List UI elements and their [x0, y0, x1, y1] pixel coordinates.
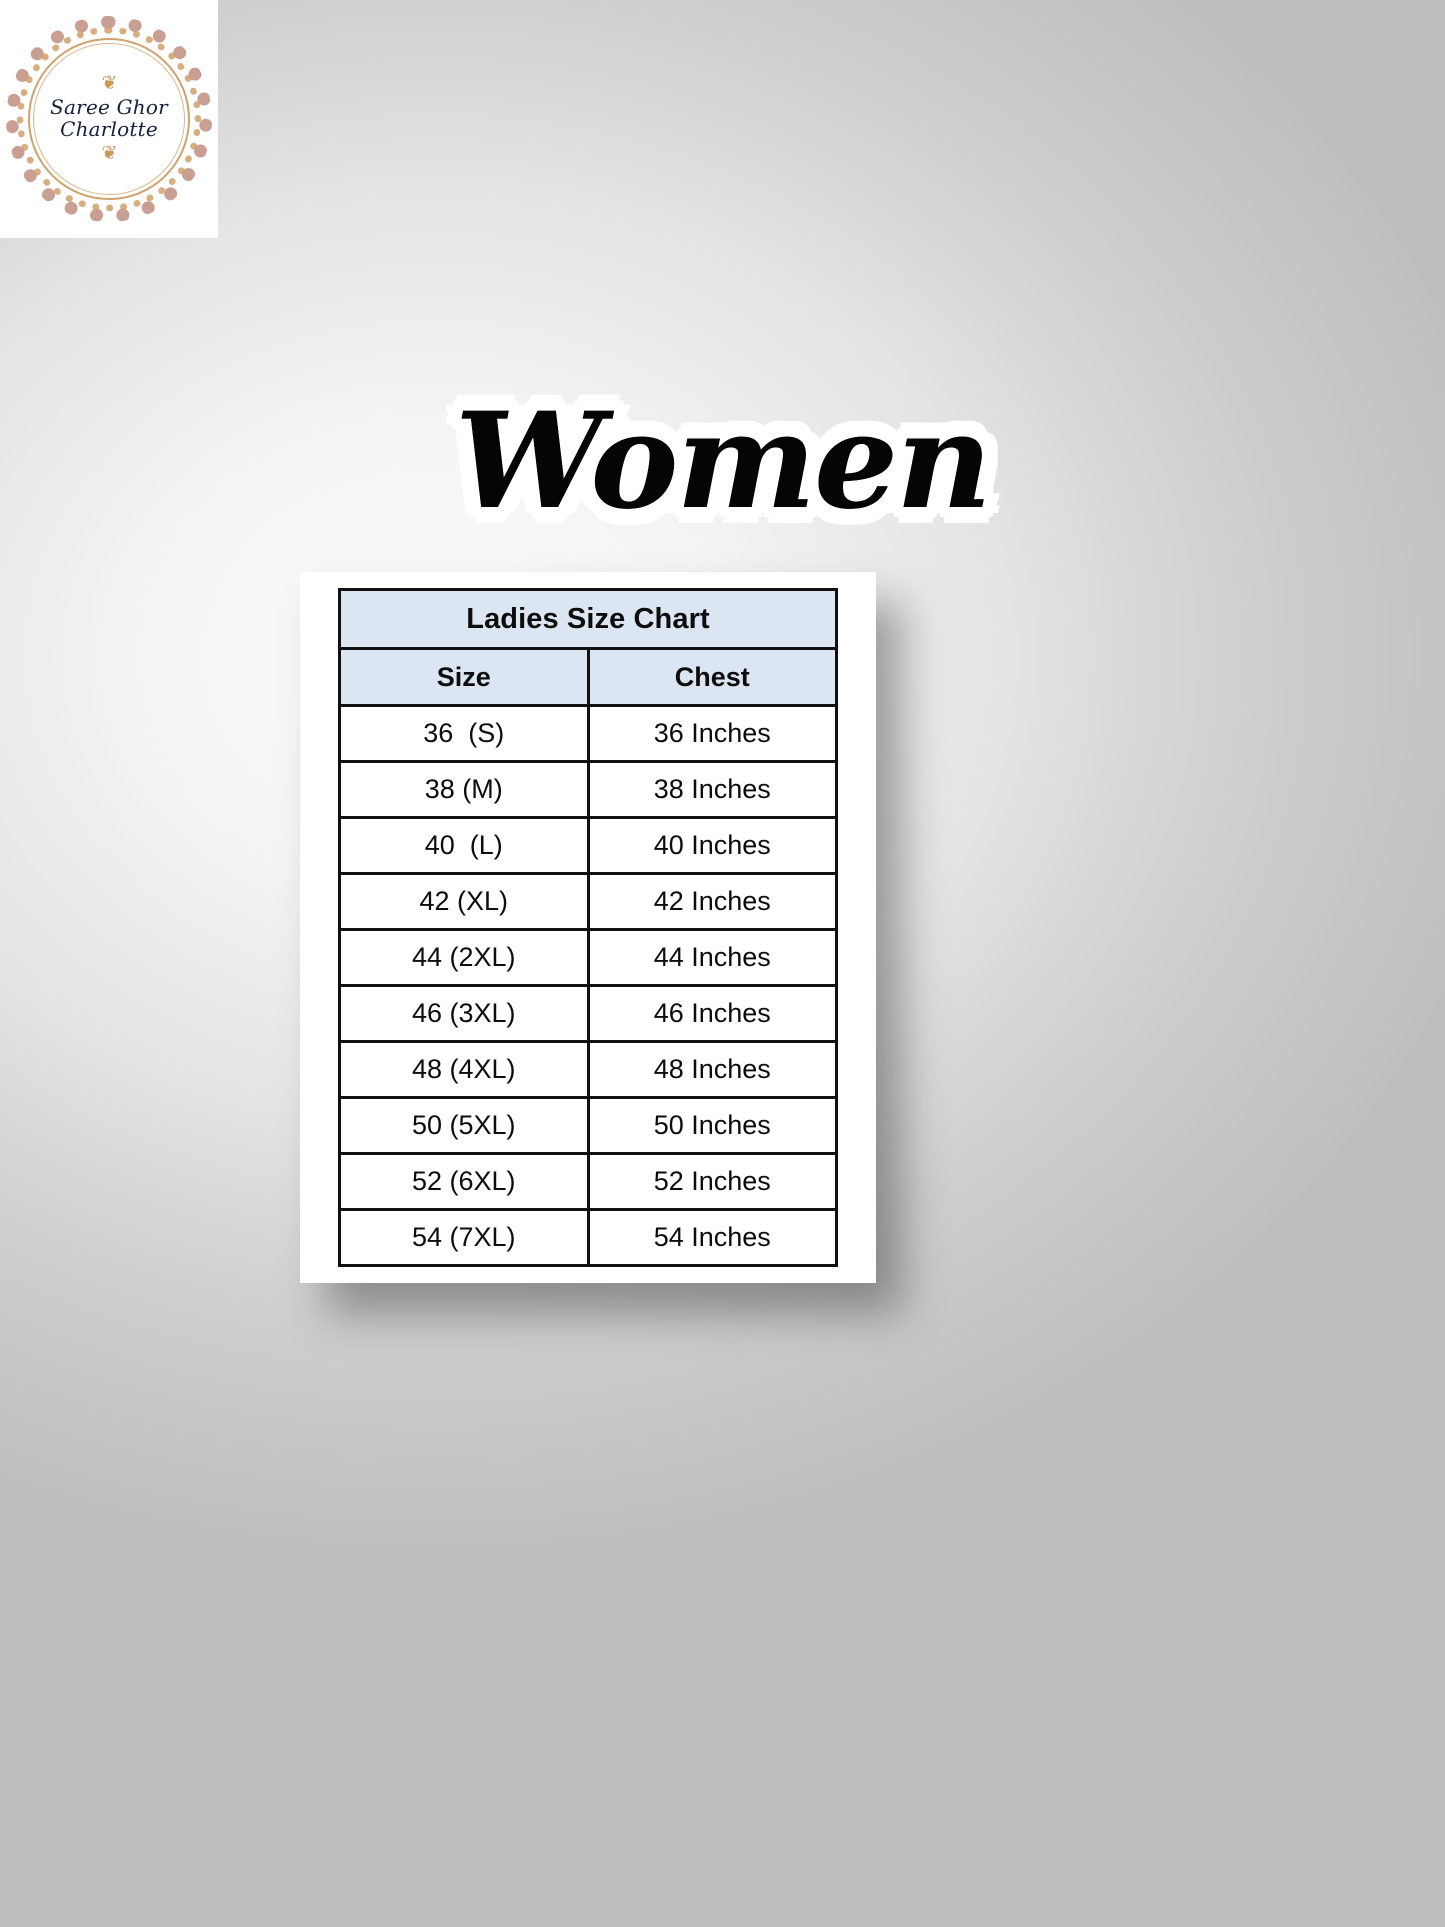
- logo-core: ❦ Saree Ghor Charlotte ❦: [41, 74, 177, 164]
- table-row: 46 (3XL) 46 Inches: [338, 984, 838, 1043]
- logo-inner-ring-icon: [28, 38, 190, 200]
- table-title-row: Ladies Size Chart: [338, 588, 838, 650]
- column-header-chest: Chest: [586, 647, 838, 707]
- cell-size: 40 (L): [338, 816, 590, 875]
- table-row: 52 (6XL) 52 Inches: [338, 1152, 838, 1211]
- cell-chest: 36 Inches: [586, 704, 838, 763]
- cell-size: 54 (7XL): [338, 1208, 590, 1267]
- cell-chest: 46 Inches: [586, 984, 838, 1043]
- logo-ornament-bottom-icon: ❦: [101, 143, 118, 165]
- brand-name-line-2: Charlotte: [60, 116, 158, 141]
- cell-chest: 48 Inches: [586, 1040, 838, 1099]
- size-chart-card: Ladies Size Chart Size Chest 36 (S) 36 In…: [300, 572, 876, 1283]
- table-row: 48 (4XL) 48 Inches: [338, 1040, 838, 1099]
- cell-chest: 40 Inches: [586, 816, 838, 875]
- cell-chest: 38 Inches: [586, 760, 838, 819]
- brand-logo: ❦ Saree Ghor Charlotte ❦: [0, 0, 218, 238]
- logo-mid-ring-icon: [17, 27, 201, 211]
- cell-size: 48 (4XL): [338, 1040, 590, 1099]
- column-header-size: Size: [338, 647, 590, 707]
- table-row: 50 (5XL) 50 Inches: [338, 1096, 838, 1155]
- logo-hairline-ring-icon: [33, 43, 185, 195]
- table-row: 42 (XL) 42 Inches: [338, 872, 838, 931]
- logo-medallion: ❦ Saree Ghor Charlotte ❦: [6, 16, 212, 222]
- table-row: 54 (7XL) 54 Inches: [338, 1208, 838, 1267]
- brand-name-line-1: Saree Ghor: [50, 94, 168, 119]
- cell-chest: 54 Inches: [586, 1208, 838, 1267]
- cell-size: 38 (M): [338, 760, 590, 819]
- table-row: 36 (S) 36 Inches: [338, 704, 838, 763]
- page-title-text: Women: [454, 384, 992, 539]
- table-row: 40 (L) 40 Inches: [338, 816, 838, 875]
- cell-chest: 50 Inches: [586, 1096, 838, 1155]
- logo-ornament-top-icon: ❦: [101, 72, 118, 94]
- table-row: 44 (2XL) 44 Inches: [338, 928, 838, 987]
- cell-size: 52 (6XL): [338, 1152, 590, 1211]
- cell-size: 36 (S): [338, 704, 590, 763]
- cell-size: 42 (XL): [338, 872, 590, 931]
- size-chart-body: 36 (S) 36 Inches 38 (M) 38 Inches 40 (L) 40 I…: [338, 704, 838, 1267]
- cell-chest: 44 Inches: [586, 928, 838, 987]
- size-chart-title: Ladies Size Chart: [338, 588, 838, 650]
- cell-size: 50 (5XL): [338, 1096, 590, 1155]
- cell-size: 46 (3XL): [338, 984, 590, 1043]
- cell-chest: 42 Inches: [586, 872, 838, 931]
- page-title: Women: [0, 396, 1445, 528]
- size-chart-table: Ladies Size Chart Size Chest 36 (S) 36 In…: [338, 588, 838, 1267]
- cell-size: 44 (2XL): [338, 928, 590, 987]
- cell-chest: 52 Inches: [586, 1152, 838, 1211]
- table-header-row: Size Chest: [338, 647, 838, 707]
- table-row: 38 (M) 38 Inches: [338, 760, 838, 819]
- size-chart-head: Ladies Size Chart Size Chest: [338, 588, 838, 707]
- brand-name: Saree Ghor Charlotte: [41, 94, 177, 141]
